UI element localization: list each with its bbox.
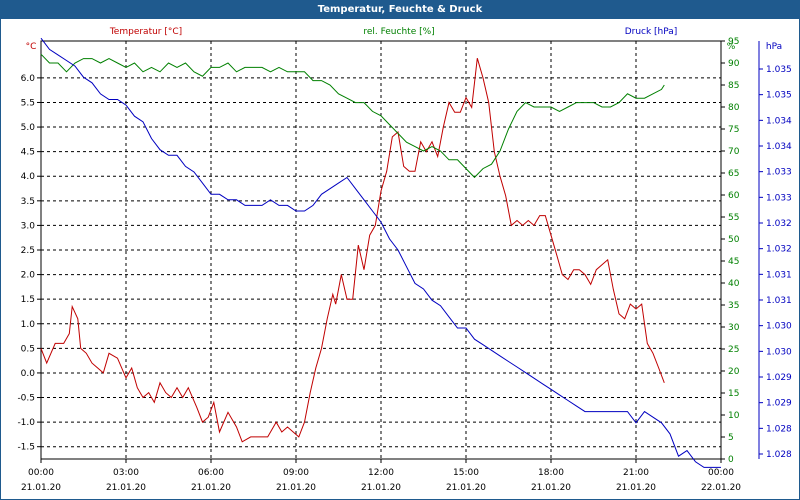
right2-tick-label: 1.032: [766, 245, 792, 255]
left-tick-label: 6.0: [21, 74, 36, 84]
x-tick-time: 21:00: [623, 468, 649, 478]
right1-tick-label: 75: [728, 125, 739, 135]
x-tick-time: 12:00: [368, 468, 394, 478]
left-tick-label: 1.0: [21, 320, 36, 330]
right1-tick-label: 60: [728, 191, 740, 201]
right1-tick-label: 65: [728, 169, 739, 179]
x-tick-time: 15:00: [453, 468, 479, 478]
x-tick-time: 00:00: [708, 468, 734, 478]
right1-tick-label: 30: [728, 323, 740, 333]
x-tick-date: 21.01.20: [446, 483, 486, 493]
x-tick-time: 03:00: [113, 468, 139, 478]
right1-tick-label: 95: [728, 37, 739, 47]
right2-axis: 1.028 1.028 1.029 1.029 1.030 1.030 1.031 1.031…: [758, 41, 792, 460]
right2-tick-label: 1.034: [766, 142, 792, 152]
left-tick-label: 1.5: [21, 295, 35, 305]
series-line-1: [40, 58, 665, 443]
series-label-2: rel. Feuchte [%]: [363, 27, 434, 37]
right2-tick-label: 1.035: [766, 91, 792, 101]
left-tick-label: 3.5: [21, 197, 35, 207]
x-tick-time: 18:00: [538, 468, 564, 478]
left-axis: -1.5 -1.0 -0.5 0.0 0.5 1.0 1.5 2.0 2.5 3.0 3.5 4.0 4…: [17, 42, 41, 453]
x-tick-date: 21.01.20: [21, 483, 61, 493]
x-tick-date: 22.01.20: [701, 483, 741, 493]
right1-tick-label: 25: [728, 345, 739, 355]
x-tick-date: 21.01.20: [531, 483, 571, 493]
left-tick-label: -1.5: [17, 443, 35, 453]
right2-tick-label: 1.034: [766, 116, 792, 126]
x-tick-time: 06:00: [198, 468, 224, 478]
right2-tick-label: 1.029: [766, 399, 792, 409]
right1-tick-label: 50: [728, 235, 740, 245]
left-tick-label: -1.0: [17, 418, 35, 428]
left-tick-label: 0.5: [21, 344, 35, 354]
right1-tick-label: 40: [728, 279, 740, 289]
right2-tick-label: 1.030: [766, 347, 792, 357]
left-tick-label: 5.5: [21, 98, 35, 108]
right1-tick-label: 90: [728, 59, 740, 69]
right2-tick-label: 1.029: [766, 373, 792, 383]
left-tick-label: 0.0: [21, 369, 36, 379]
right2-tick-label: 1.033: [766, 193, 792, 203]
right1-tick-label: 20: [728, 367, 740, 377]
right1-tick-label: 10: [728, 411, 740, 421]
x-tick-time: 00:00: [28, 468, 54, 478]
left-tick-label: 4.0: [21, 172, 36, 182]
left-tick-label: 3.0: [21, 221, 36, 231]
legend-labels: Temperatur [°C] rel. Feuchte [%] Druck [hP…: [109, 27, 677, 37]
grid: [40, 40, 722, 460]
x-axis: 00:00 21.01.20 03:00 21.01.20 06:00 21.01.20 0…: [21, 459, 741, 493]
left-tick-label: -0.5: [17, 394, 35, 404]
right1-tick-label: 80: [728, 103, 740, 113]
right2-tick-label: 1.028: [766, 450, 792, 460]
right1-tick-label: 45: [728, 257, 739, 267]
right2-axis-label: hPa: [766, 42, 782, 52]
right2-tick-label: 1.030: [766, 322, 792, 332]
right1-tick-label: 35: [728, 301, 739, 311]
right1-tick-label: 70: [728, 147, 740, 157]
left-tick-label: 2.5: [21, 246, 35, 256]
right1-tick-label: 15: [728, 389, 739, 399]
series-label-1: Temperatur [°C]: [109, 27, 182, 37]
right2-tick-label: 1.033: [766, 168, 792, 178]
right2-tick-label: 1.031: [766, 270, 792, 280]
right1-axis: 0 5 10 15 20 25 30 35 40 45 50 55 60 65 70 75 80 85 90 95%: [721, 37, 740, 465]
right1-tick-label: 55: [728, 213, 739, 223]
left-tick-label: 4.5: [21, 148, 35, 158]
right2-tick-label: 1.032: [766, 219, 792, 229]
series-line-3: [40, 37, 721, 468]
chart-title: Temperatur, Feuchte & Druck: [1, 1, 799, 19]
series-label-3: Druck [hPa]: [625, 27, 678, 37]
series-group: [40, 37, 721, 468]
right2-tick-label: 1.035: [766, 65, 792, 75]
right1-tick-label: 5: [728, 433, 734, 443]
x-tick-date: 21.01.20: [361, 483, 401, 493]
x-tick-date: 21.01.20: [276, 483, 316, 493]
left-tick-label: 5.0: [21, 123, 36, 133]
x-tick-date: 21.01.20: [106, 483, 146, 493]
left-axis-label: °C: [26, 42, 37, 52]
right2-tick-label: 1.028: [766, 424, 792, 434]
right1-tick-label: 85: [728, 81, 739, 91]
right1-axis-label: %: [727, 42, 736, 52]
x-tick-date: 21.01.20: [191, 483, 231, 493]
left-tick-label: 2.0: [21, 271, 36, 281]
series-line-2: [40, 53, 665, 179]
right1-tick-label: 0: [728, 455, 734, 465]
right2-tick-label: 1.031: [766, 296, 792, 306]
x-tick-date: 21.01.20: [616, 483, 656, 493]
x-tick-time: 09:00: [283, 468, 309, 478]
